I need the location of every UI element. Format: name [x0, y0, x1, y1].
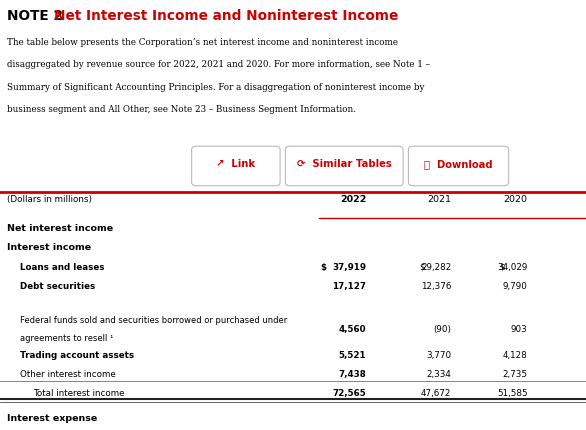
- Text: 4,128: 4,128: [503, 351, 527, 360]
- FancyBboxPatch shape: [408, 146, 509, 186]
- Text: 34,029: 34,029: [497, 263, 527, 272]
- Text: 17,127: 17,127: [332, 282, 366, 291]
- Text: Debt securities: Debt securities: [20, 282, 95, 291]
- Text: 9,790: 9,790: [503, 282, 527, 291]
- Text: (Dollars in millions): (Dollars in millions): [7, 195, 92, 204]
- Text: Loans and leases: Loans and leases: [20, 263, 104, 272]
- Text: 72,565: 72,565: [332, 389, 366, 398]
- Text: Net interest income: Net interest income: [7, 224, 113, 233]
- Text: Interest expense: Interest expense: [7, 414, 97, 423]
- Text: Net Interest Income and Noninterest Income: Net Interest Income and Noninterest Inco…: [54, 9, 398, 24]
- Text: 2021: 2021: [427, 195, 451, 204]
- Text: 51,585: 51,585: [497, 389, 527, 398]
- Text: ↗  Link: ↗ Link: [216, 159, 255, 169]
- Text: 2020: 2020: [503, 195, 527, 204]
- Text: 12,376: 12,376: [421, 282, 451, 291]
- Text: agreements to resell ¹: agreements to resell ¹: [20, 334, 113, 343]
- Text: (90): (90): [433, 325, 451, 334]
- Text: $: $: [321, 263, 326, 272]
- Text: 3,770: 3,770: [426, 351, 451, 360]
- Text: 7,438: 7,438: [339, 370, 366, 379]
- Text: $: $: [419, 263, 425, 272]
- FancyBboxPatch shape: [192, 146, 280, 186]
- Text: 5,521: 5,521: [339, 351, 366, 360]
- Text: business segment and All Other, see Note 23 – Business Segment Information.: business segment and All Other, see Note…: [7, 105, 356, 114]
- FancyBboxPatch shape: [285, 146, 403, 186]
- Text: The table below presents the Corporation’s net interest income and noninterest i: The table below presents the Corporation…: [7, 38, 398, 47]
- Text: 2,735: 2,735: [502, 370, 527, 379]
- Text: ⟳  Similar Tables: ⟳ Similar Tables: [297, 159, 391, 169]
- Text: 37,919: 37,919: [332, 263, 366, 272]
- Text: 47,672: 47,672: [421, 389, 451, 398]
- Text: Trading account assets: Trading account assets: [20, 351, 134, 360]
- Text: Total interest income: Total interest income: [33, 389, 125, 398]
- Text: $: $: [499, 263, 505, 272]
- Text: 29,282: 29,282: [421, 263, 451, 272]
- Text: NOTE 2: NOTE 2: [7, 9, 67, 24]
- Text: disaggregated by revenue source for 2022, 2021 and 2020. For more information, s: disaggregated by revenue source for 2022…: [7, 60, 430, 69]
- Text: 2,334: 2,334: [427, 370, 451, 379]
- Text: Federal funds sold and securities borrowed or purchased under: Federal funds sold and securities borrow…: [20, 316, 287, 326]
- Text: ⤓  Download: ⤓ Download: [424, 159, 493, 169]
- Text: 2022: 2022: [340, 195, 366, 204]
- Text: 903: 903: [510, 325, 527, 334]
- Text: 4,560: 4,560: [339, 325, 366, 334]
- Text: Interest income: Interest income: [7, 243, 91, 252]
- Text: Summary of Significant Accounting Principles. For a disaggregation of noninteres: Summary of Significant Accounting Princi…: [7, 83, 424, 92]
- Text: Other interest income: Other interest income: [20, 370, 115, 379]
